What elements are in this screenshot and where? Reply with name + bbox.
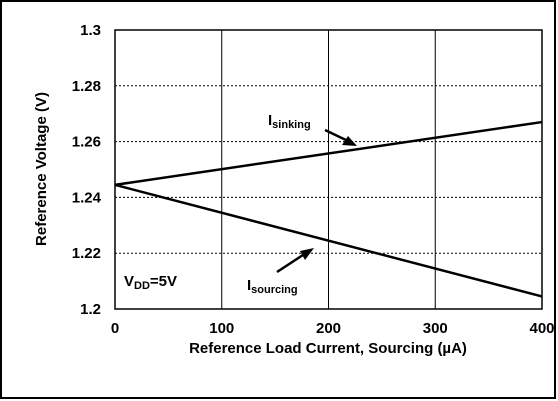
- annotation-arrow-sinking: [324, 128, 357, 146]
- x-tick-label: 200: [316, 320, 341, 337]
- x-tick-label: 400: [529, 320, 554, 337]
- series-line-sinking: [114, 120, 543, 187]
- annotation-vdd: VDD=5V: [124, 273, 177, 292]
- series-layer: [114, 120, 543, 298]
- annotation-sourcing-sub: sourcing: [251, 284, 297, 296]
- annotation-vdd-main: V: [124, 273, 134, 290]
- y-tick-label: 1.2: [80, 301, 101, 318]
- annotation-vdd-suffix: =5V: [150, 273, 177, 290]
- x-tick-label: 100: [209, 320, 234, 337]
- annotation-vdd-sub: DD: [134, 280, 150, 292]
- y-tick-label: 1.22: [72, 245, 101, 262]
- x-axis-title: Reference Load Current, Sourcing (µA): [189, 340, 467, 357]
- y-tick-label: 1.26: [72, 134, 101, 151]
- annotation-sinking: Isinking: [268, 112, 311, 131]
- annotation-sourcing: Isourcing: [247, 277, 298, 296]
- y-tick-label: 1.24: [72, 189, 102, 206]
- ticks-layer: 0 100 200 300 400 1.2 1.22 1.24 1.26 1.28 1.3: [72, 22, 555, 337]
- annotation-arrow-sourcing: [276, 248, 314, 274]
- y-tick-label: 1.28: [72, 78, 101, 95]
- y-tick-label: 1.3: [80, 22, 101, 39]
- x-tick-label: 300: [423, 320, 448, 337]
- annotation-sinking-main: I: [268, 112, 272, 129]
- annotation-sourcing-main: I: [247, 277, 251, 294]
- y-axis-title: Reference Voltage (V): [33, 92, 50, 246]
- annotation-sinking-sub: sinking: [272, 119, 311, 131]
- series-line-sourcing: [114, 183, 543, 298]
- x-tick-label: 0: [111, 320, 119, 337]
- grid: [115, 30, 542, 309]
